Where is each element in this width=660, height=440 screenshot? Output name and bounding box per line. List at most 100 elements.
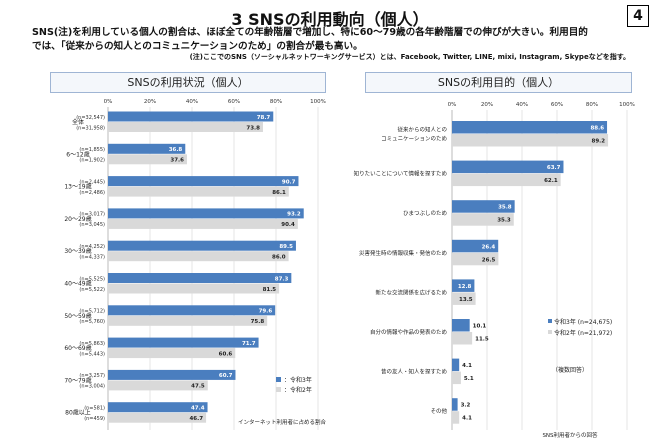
bar-r2: [452, 371, 461, 385]
lead-text-1: SNS(注)を利用している個人の割合は、ほぼ全ての年齢階層で増加し、特に60～7…: [32, 27, 588, 38]
bar-r3: [108, 402, 208, 413]
category-label: 30～39歳: [64, 247, 91, 255]
data-label: 81.5: [263, 287, 277, 293]
tick-label: 60%: [551, 102, 563, 108]
data-label: 87.3: [275, 276, 289, 282]
data-label: 3.2: [461, 403, 471, 409]
tick-label: 80%: [270, 99, 282, 105]
sample-size: (n=3,257): [79, 373, 105, 379]
legend-swatch-r3: [548, 319, 552, 323]
bar-r2: [108, 186, 289, 197]
tick-label: 0%: [448, 102, 457, 108]
footnote: インターネット利用者に占める割合: [238, 418, 327, 426]
category-label: その他: [430, 407, 447, 415]
sample-size: (n=5,712): [79, 309, 105, 315]
sample-size: (n=32,547): [76, 115, 105, 121]
bar-r2: [108, 315, 268, 326]
bar-r2: [108, 348, 236, 359]
bar-r2: [452, 252, 499, 266]
category-label: 70～79歳: [64, 376, 91, 384]
sample-size: (n=4,337): [79, 254, 105, 260]
sample-size: (n=1,902): [79, 158, 105, 164]
bar-r2: [452, 213, 514, 226]
bar-r3: [108, 111, 274, 122]
bar-r2: [452, 134, 609, 147]
bar-r3: [452, 358, 460, 372]
bar-r3: [452, 200, 515, 213]
data-label: 4.1: [462, 416, 472, 422]
footnote: SNS利用者からの回答: [542, 431, 598, 439]
page-number: 4: [627, 5, 649, 27]
data-label: 71.7: [242, 341, 256, 347]
data-label: 90.4: [281, 222, 295, 228]
data-label: 88.6: [590, 126, 604, 132]
category-label: 昔の友人・知人を探すため: [381, 368, 447, 376]
bar-r3: [452, 398, 458, 411]
data-label: 10.1: [473, 324, 487, 330]
category-label: 従来からの知人との: [398, 126, 447, 134]
category-label: 新たな交流関係を広げるため: [375, 288, 447, 296]
category-label: 6～12歳: [66, 150, 89, 158]
legend-label: 令和3年 (n=24,675): [554, 318, 612, 326]
category-label: 自分の情報や作品の発表のため: [370, 328, 447, 336]
page-title: 3 SNSの利用動向（個人）: [231, 10, 429, 29]
data-label: 11.5: [475, 337, 489, 343]
data-label: 35.3: [497, 218, 511, 224]
sample-size: (n=3,017): [79, 212, 105, 218]
category-label: 40～49歳: [64, 280, 91, 288]
category-label: 全体: [72, 118, 84, 126]
bar-r2: [108, 380, 208, 391]
sample-size: (n=581): [84, 405, 105, 411]
data-label: 86.1: [272, 190, 286, 196]
category-label: 知りたいことについて情報を探すため: [354, 170, 447, 178]
sample-size: (n=3,004): [79, 384, 105, 390]
bar-r2: [452, 411, 460, 424]
data-label: 12.8: [458, 284, 472, 290]
tick-label: 20%: [481, 102, 493, 108]
bar-r2: [108, 122, 263, 132]
data-label: 78.7: [257, 115, 271, 121]
legend-swatch-r2: [548, 330, 552, 334]
chart-title-usage: SNSの利用状況（個人）: [50, 72, 326, 93]
sample-size: (n=3,045): [79, 222, 105, 228]
legend-swatch-r3: [276, 377, 281, 382]
category-label: 50～59歳: [64, 312, 91, 320]
data-label: 89.2: [592, 139, 606, 145]
legend-label: ：令和3年: [284, 376, 312, 384]
bar-r2: [108, 154, 187, 165]
bar-r3: [108, 305, 276, 316]
tick-label: 0%: [104, 99, 113, 105]
data-label: 89.5: [279, 244, 293, 250]
data-label: 86.0: [272, 254, 286, 260]
legend-label: 令和2年 (n=21,972): [554, 329, 612, 337]
sample-size: (n=31,958): [76, 125, 105, 131]
sample-size: (n=2,445): [79, 179, 105, 185]
data-label: 62.1: [544, 178, 558, 184]
bar-r3: [452, 239, 499, 253]
category-label: 13～19歳: [64, 183, 91, 191]
sample-size: (n=5,863): [79, 341, 105, 347]
category-label: 60～69歳: [64, 344, 91, 352]
data-label: 79.6: [259, 309, 273, 315]
bar-r2: [452, 292, 476, 305]
data-label: 5.1: [464, 376, 474, 382]
data-label: 60.6: [219, 351, 233, 357]
data-label: 90.7: [282, 179, 296, 185]
sample-size: (n=5,522): [79, 287, 105, 293]
tick-label: 100%: [310, 99, 326, 105]
tick-label: 60%: [228, 99, 240, 105]
tick-label: 20%: [144, 99, 156, 105]
sns-note: (注)ここでのSNS（ソーシャルネットワーキングサービス）とは、Facebook…: [189, 53, 630, 61]
sample-size: (n=5,443): [79, 351, 105, 357]
data-label: 47.5: [191, 384, 205, 390]
bar-r2: [108, 283, 280, 294]
data-label: 47.4: [191, 405, 205, 411]
data-label: 37.6: [170, 158, 184, 164]
data-label: 46.7: [189, 416, 203, 422]
category-label: コミュニケーションのため: [381, 136, 447, 143]
bar-r2: [452, 332, 473, 345]
sample-size: (n=2,486): [79, 190, 105, 196]
tick-label: 80%: [586, 102, 598, 108]
legend-swatch-r2: [276, 387, 281, 392]
tick-label: 40%: [186, 99, 198, 105]
